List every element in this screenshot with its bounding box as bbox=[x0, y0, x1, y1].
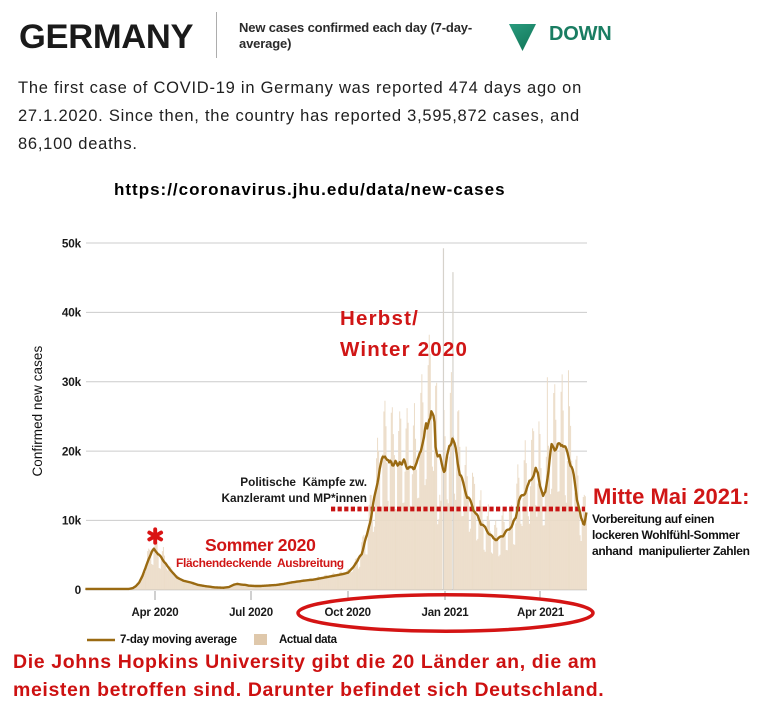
svg-text:10k: 10k bbox=[62, 514, 82, 528]
svg-text:Jan 2021: Jan 2021 bbox=[422, 607, 470, 619]
svg-text:Apr 2020: Apr 2020 bbox=[132, 607, 179, 619]
svg-text:20k: 20k bbox=[62, 444, 82, 458]
svg-text:30k: 30k bbox=[62, 375, 82, 389]
svg-text:Apr 2021: Apr 2021 bbox=[517, 607, 565, 619]
svg-text:Confirmed new cases: Confirmed new cases bbox=[30, 346, 45, 477]
svg-text:Oct 2020: Oct 2020 bbox=[325, 607, 371, 619]
svg-text:50k: 50k bbox=[62, 236, 82, 250]
svg-text:40k: 40k bbox=[62, 306, 82, 320]
svg-text:Jul 2020: Jul 2020 bbox=[229, 607, 273, 619]
svg-text:0: 0 bbox=[75, 583, 82, 597]
